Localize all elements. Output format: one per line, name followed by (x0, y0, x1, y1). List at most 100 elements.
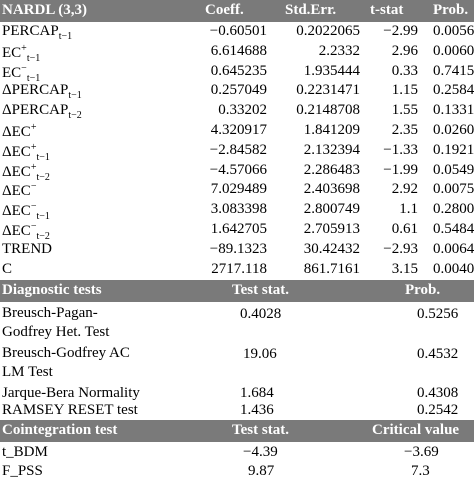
tstat-value: −2.93 (383, 240, 418, 257)
variable-label: ΔEC− (2, 181, 36, 200)
stderr-value: 2.132394 (303, 141, 360, 158)
tstat-value: 1.15 (391, 82, 418, 99)
variable-sub: t−1 (36, 211, 50, 223)
variable-sup: − (30, 201, 37, 213)
variable-base: ΔEC (2, 183, 31, 200)
stderr-value: 30.42432 (303, 240, 360, 257)
coint-crit-value: −3.69 (404, 444, 439, 460)
coeff-value: 0.33202 (218, 102, 267, 119)
tstat-header: t-stat (370, 2, 404, 18)
prob-value: 0.2584 (433, 82, 474, 99)
coeff-value: −0.60501 (209, 23, 267, 39)
variable-label: PERCAPt−1 (2, 23, 72, 42)
variable-base: ΔEC (2, 124, 31, 140)
variable-sup: + (30, 161, 37, 173)
stderr-value: 0.2022065 (296, 23, 360, 39)
variable-sub: t−2 (36, 231, 50, 242)
tstat-value: −2.99 (383, 23, 418, 39)
variable-label: ΔEC+ (2, 122, 36, 141)
tstat-value: 2.92 (391, 181, 418, 198)
variable-label: C (2, 261, 12, 278)
coeff-value: 7.029489 (210, 181, 267, 198)
stderr-header: Std.Err. (285, 2, 337, 18)
variable-base: ΔPERCAP (2, 82, 69, 99)
variable-sub: t−2 (68, 110, 82, 122)
diagnostic-header: Diagnostic tests Test stat. Prob. (0, 280, 474, 302)
stderr-value: 0.2231471 (296, 82, 360, 99)
test-name-line2: LM Test (2, 364, 53, 380)
variable-base: ΔEC (2, 163, 31, 180)
prob-value: 0.0056 (433, 23, 474, 39)
variable-sub: t−1 (26, 52, 41, 64)
table-row: ΔEC+t−2 −4.57066 2.286483 −1.99 0.0549 (0, 161, 474, 183)
stderr-value: 2.403698 (303, 181, 360, 198)
variable-label: ΔPERCAPt−1 (2, 82, 82, 101)
coint-stat-value: −4.39 (243, 444, 278, 460)
test-stat-value: 1.436 (240, 402, 274, 418)
test-stat-value: 0.4028 (240, 306, 282, 322)
test-name-line1: RAMSEY RESET test (2, 402, 138, 418)
test-stat-value: 1.684 (240, 385, 274, 401)
stderr-value: 2.2332 (318, 42, 360, 59)
coint-crit-header: Critical value (372, 422, 460, 438)
coeff-value: −4.57066 (209, 161, 267, 178)
variable-label: EC−t−1 (2, 63, 40, 84)
variable-label: ΔEC−t−1 (2, 201, 50, 222)
tstat-value: −1.33 (383, 141, 418, 158)
tstat-value: 2.35 (391, 122, 418, 138)
stderr-value: 2.705913 (303, 221, 360, 237)
prob-value: 0.7415 (433, 62, 474, 79)
diag-stat-header: Test stat. (232, 282, 289, 298)
tstat-value: −1.99 (383, 161, 418, 178)
prob-value: 0.0075 (433, 181, 474, 198)
coeff-value: 0.257049 (210, 82, 267, 99)
coeff-value: 3.083398 (210, 201, 267, 218)
variable-base: ΔEC (2, 203, 31, 220)
variable-label: ΔEC−t−2 (2, 221, 50, 242)
variable-base: EC (2, 64, 22, 81)
prob-value: 0.0064 (433, 240, 474, 257)
table-row: ΔEC−t−2 1.642705 2.705913 0.61 0.5484 (0, 220, 474, 242)
variable-sup: − (21, 62, 27, 74)
coint-crit-value: 7.3 (411, 463, 430, 479)
test-name-line2: Godfrey Het. Test (2, 324, 110, 340)
table-row: C 2717.118 861.7161 3.15 0.0040 (0, 260, 474, 280)
variable-label: ΔEC+t−2 (2, 162, 50, 183)
prob-header: Prob. (433, 2, 469, 18)
variable-base: ΔEC (2, 223, 31, 239)
variable-sub: t−1 (36, 151, 50, 163)
prob-value: 0.0040 (433, 260, 474, 277)
stderr-value: 1.841209 (303, 122, 360, 138)
variable-base: ΔPERCAP (2, 102, 69, 119)
test-prob-value: 0.4308 (417, 385, 459, 401)
coeff-value: 1.642705 (210, 221, 267, 237)
variable-label: EC+t−1 (2, 43, 40, 64)
table-row: RAMSEY RESET test 1.436 0.2542 (0, 402, 474, 421)
stderr-value: 861.7161 (303, 260, 360, 277)
coint-test-name: F_PSS (2, 463, 43, 479)
table-row: ΔEC−t−1 3.083398 2.800749 1.1 0.2800 (0, 200, 474, 222)
variable-sup: + (30, 122, 37, 133)
diagnostic-title: Diagnostic tests (2, 282, 102, 298)
table-row: ΔEC+ 4.320917 1.841209 2.35 0.0260 (0, 121, 474, 141)
table-row: EC+t−1 6.614688 2.2332 2.96 0.0060 (0, 42, 474, 64)
variable-label: ΔPERCAPt−2 (2, 102, 82, 121)
variable-base: C (2, 260, 13, 277)
stderr-value: 0.2148708 (296, 102, 360, 119)
table-row: Jarque-Bera Normality 1.684 0.4308 (0, 385, 474, 404)
test-prob-value: 0.4532 (417, 346, 459, 362)
table-row: t_BDM −4.39 −3.69 (0, 444, 474, 463)
variable-sup: + (30, 141, 37, 153)
variable-base: TREND (2, 240, 52, 257)
stderr-value: 2.286483 (303, 161, 360, 178)
variable-sub: t−1 (26, 72, 41, 84)
cointegration-header: Cointegration test Test stat. Critical v… (0, 420, 474, 442)
nardl-title: NARDL (3,3) (2, 2, 87, 18)
variable-sub: t−1 (58, 31, 73, 42)
variable-base: EC (2, 44, 22, 61)
variable-label: TREND (2, 241, 52, 258)
coint-stat-value: 9.87 (248, 463, 275, 479)
table-row: Breusch-Pagan- Godfrey Het. Test 0.4028 0.5… (0, 305, 474, 343)
variable-sub: t−1 (68, 90, 82, 102)
